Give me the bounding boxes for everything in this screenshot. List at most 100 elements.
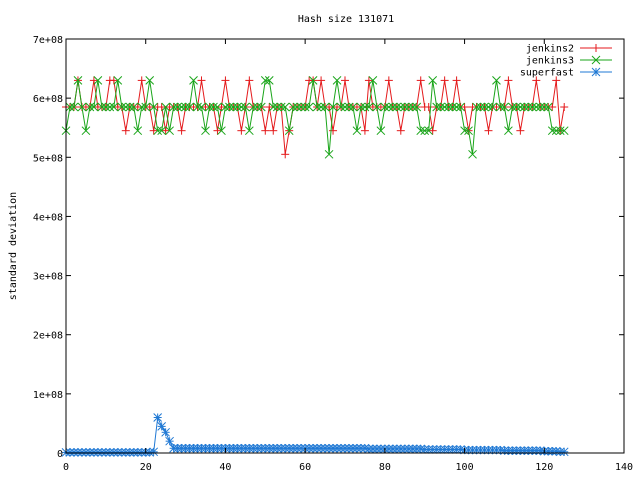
data-point-jenkins3: [547, 126, 557, 136]
data-point-jenkins3: [543, 102, 553, 112]
data-point-jenkins3: [539, 102, 549, 112]
data-point-jenkins3: [264, 76, 274, 85]
data-point-jenkins3: [535, 102, 545, 112]
data-point-jenkins2: [261, 126, 270, 135]
data-point-jenkins3-d2: [388, 102, 398, 112]
data-point-jenkins3: [173, 102, 182, 112]
data-point-jenkins3: [356, 102, 366, 112]
plot-area: [61, 76, 569, 457]
data-point-jenkins3-d2: [440, 102, 449, 112]
data-point-superfast: [157, 422, 167, 431]
data-point-jenkins3: [504, 126, 513, 136]
data-point-superfast-d2: [149, 447, 159, 457]
data-point-jenkins3: [384, 102, 394, 112]
data-point-jenkins2: [133, 103, 142, 112]
data-point-jenkins3-d2: [468, 149, 477, 159]
data-point-jenkins3-d2: [248, 102, 258, 112]
data-point-jenkins2: [516, 126, 525, 135]
data-point-jenkins3-d2: [412, 102, 422, 112]
data-point-superfast: [360, 443, 370, 453]
data-point-superfast: [416, 444, 426, 454]
data-point-jenkins3: [500, 102, 509, 112]
data-point-jenkins3: [312, 102, 322, 112]
data-point-jenkins3-d2: [125, 102, 135, 112]
data-point-jenkins3: [324, 149, 334, 159]
data-point-jenkins3: [97, 102, 107, 112]
data-point-jenkins3: [348, 102, 358, 112]
data-point-jenkins3-d2: [543, 102, 553, 112]
data-point-jenkins3: [205, 102, 214, 112]
data-point-jenkins2: [213, 126, 222, 135]
data-point-jenkins3-d2: [241, 102, 250, 112]
data-point-jenkins3-d2: [233, 102, 242, 112]
data-point-jenkins3: [559, 126, 569, 136]
data-point-jenkins3-d2: [113, 76, 123, 85]
data-point-jenkins3: [416, 126, 426, 136]
data-point-jenkins3-d2: [500, 102, 509, 112]
data-point-jenkins3: [424, 126, 434, 136]
data-point-jenkins3-d2: [133, 126, 143, 136]
data-point-jenkins3: [516, 102, 525, 112]
data-point-jenkins3-d2: [193, 102, 202, 112]
data-point-jenkins3-d2: [197, 102, 206, 112]
data-point-jenkins3-d2: [460, 126, 469, 136]
data-point-superfast: [551, 446, 561, 456]
data-point-jenkins3-d2: [539, 102, 549, 112]
data-point-jenkins3-d2: [535, 102, 545, 112]
data-point-jenkins3-d2: [344, 102, 354, 112]
data-point-jenkins3-d2: [81, 126, 91, 136]
data-point-jenkins2: [221, 76, 230, 85]
data-point-jenkins3-d2: [328, 102, 338, 112]
x-tick-label: 40: [219, 462, 231, 473]
data-point-jenkins3: [476, 102, 485, 112]
x-tick-label: 60: [299, 462, 311, 473]
data-point-superfast: [161, 427, 170, 437]
data-point-jenkins3: [185, 102, 194, 112]
data-point-jenkins2: [145, 103, 154, 112]
data-point-jenkins3-d2: [89, 102, 99, 112]
data-point-jenkins3: [292, 102, 302, 112]
data-point-jenkins3-d2: [512, 102, 521, 112]
data-point-jenkins3-d2: [280, 102, 290, 112]
data-point-jenkins2: [396, 126, 405, 135]
data-point-jenkins3: [169, 102, 178, 112]
data-point-jenkins2: [460, 103, 469, 112]
data-point-jenkins3-d2: [296, 102, 306, 112]
data-point-jenkins3: [129, 102, 139, 112]
data-point-jenkins3: [444, 102, 453, 112]
data-point-jenkins2: [325, 103, 334, 112]
y-tick-label: 2e+08: [33, 331, 63, 342]
data-point-jenkins3-d2: [432, 102, 442, 112]
data-point-jenkins3-d2: [352, 126, 362, 136]
data-point-jenkins3: [472, 102, 481, 112]
data-point-jenkins2: [440, 76, 449, 85]
data-point-jenkins3: [252, 102, 262, 112]
data-point-jenkins3-d2: [189, 76, 198, 85]
data-point-jenkins3: [340, 102, 350, 112]
data-point-jenkins3: [77, 102, 87, 112]
data-point-jenkins3-d2: [201, 126, 210, 136]
legend-marker-superfast: [591, 67, 601, 77]
data-point-jenkins3: [133, 126, 143, 136]
data-point-jenkins3-d2: [436, 102, 446, 112]
data-point-jenkins3-d2: [476, 102, 485, 112]
data-point-jenkins3-d2: [300, 102, 310, 112]
data-point-jenkins3-d2: [117, 102, 127, 112]
data-point-jenkins3-d2: [157, 126, 167, 136]
data-point-jenkins3-d2: [551, 126, 561, 136]
data-point-jenkins2: [109, 76, 118, 85]
data-point-jenkins3: [436, 102, 446, 112]
data-point-jenkins3: [555, 126, 565, 136]
data-point-jenkins3-d2: [288, 102, 298, 112]
data-point-jenkins3: [388, 102, 398, 112]
data-point-jenkins3-d2: [520, 102, 529, 112]
data-point-jenkins2: [341, 76, 349, 85]
data-point-jenkins2: [416, 76, 425, 85]
data-point-jenkins3-d2: [209, 102, 218, 112]
data-point-jenkins2: [384, 76, 393, 85]
data-point-jenkins3: [276, 102, 286, 112]
x-tick-label: 80: [379, 462, 391, 473]
data-point-jenkins3-d2: [177, 102, 186, 112]
data-point-superfast: [153, 413, 163, 422]
